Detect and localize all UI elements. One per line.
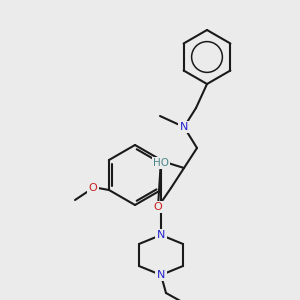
Text: N: N [157, 230, 165, 240]
Text: N: N [157, 270, 165, 280]
Text: N: N [180, 122, 188, 132]
Text: O: O [154, 202, 162, 212]
Text: HO: HO [153, 158, 169, 168]
Text: O: O [88, 183, 98, 193]
